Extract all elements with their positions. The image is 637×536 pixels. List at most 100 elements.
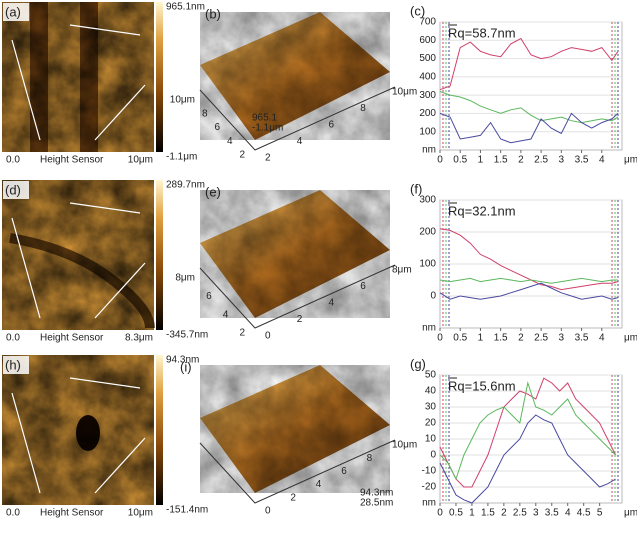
axis-3d-label: 2: [290, 492, 296, 503]
surface-texture: [200, 190, 390, 318]
axis-3d-label: 6: [341, 466, 347, 477]
image-caption: Height Sensor: [40, 508, 104, 519]
x-unit: μm: [624, 508, 637, 519]
x-tick-label: 2.5: [534, 333, 548, 344]
axis-3d: [199, 264, 396, 329]
panel-label: (g): [410, 356, 426, 371]
profile-line: [94, 84, 146, 141]
profile-line: [439, 91, 619, 124]
colorbar: [156, 180, 163, 330]
scale-label: 10μm: [128, 508, 153, 519]
profile-line: [94, 262, 146, 319]
y-unit: nm: [422, 145, 436, 156]
profile-line: [69, 202, 141, 214]
axis-3d-label: 8: [202, 108, 208, 119]
axis-3d-label: 4: [316, 479, 322, 490]
axis-3d-label: 4: [227, 136, 233, 147]
y-tick-label: 30: [425, 402, 437, 413]
x-tick-label: 3.5: [575, 333, 589, 344]
colorbar-min: -151.4nm: [166, 505, 208, 516]
axis-3d-label: 6: [214, 122, 220, 133]
axis-3d-label: 8: [367, 453, 373, 464]
axis-3d: [199, 86, 396, 151]
profile-line: [11, 217, 41, 319]
x-tick-label: 2: [518, 155, 524, 166]
x-tick-label: 2: [518, 333, 524, 344]
x-unit: μm: [624, 333, 637, 344]
panel-label: (f): [410, 181, 422, 196]
image-caption: Height Sensor: [40, 155, 104, 166]
x-tick-label: 0: [437, 155, 443, 166]
afm-texture: [2, 180, 154, 330]
x-tick-label: 2: [501, 508, 507, 519]
panel-label: (b): [205, 6, 221, 21]
x-tick-label: 3: [533, 508, 539, 519]
y-tick-label: 400: [419, 71, 436, 82]
panel-label: (e): [205, 184, 221, 199]
panel-label: (a): [5, 4, 21, 19]
x-tick-label: 0.5: [453, 333, 467, 344]
scale-label: 8.3μm: [125, 333, 153, 344]
rq-annotation: Rq=32.1nm: [448, 203, 516, 218]
origin-label: 0.0: [6, 155, 20, 166]
colorbar: [156, 2, 163, 152]
x-tick-label: 3: [559, 333, 565, 344]
profile-line: [69, 377, 141, 389]
scale-label: 10μm: [128, 155, 153, 166]
x-tick-label: 3: [559, 155, 565, 166]
label-bg: [3, 3, 29, 21]
profile-line: [69, 24, 141, 36]
x-tick-label: 1: [469, 508, 475, 519]
x-tick-label: 2.5: [513, 508, 527, 519]
y-tick-label: 600: [419, 35, 436, 46]
x-tick-label: 2.5: [534, 155, 548, 166]
axis-3d-label: 10μm: [392, 440, 417, 451]
x-tick-label: 1.5: [481, 508, 495, 519]
x-tick-label: 1: [478, 155, 484, 166]
y-tick-label: 10: [425, 434, 437, 445]
x-tick-label: 4.5: [577, 508, 591, 519]
x-tick-label: 4: [599, 155, 605, 166]
colorbar: [156, 355, 163, 505]
x-tick-label: 0: [437, 508, 443, 519]
y-tick-label: 700: [419, 17, 436, 28]
profile-line: [439, 37, 619, 91]
surface-texture: [200, 12, 390, 140]
y-tick-label: 40: [425, 386, 437, 397]
x-tick-label: 0.5: [449, 508, 463, 519]
axis-3d-label: 2: [239, 150, 245, 161]
axis-3d-label: 8: [360, 103, 366, 114]
z-label: 965.1: [252, 113, 277, 124]
x-tick-label: 5: [597, 508, 603, 519]
axis-3d-label: 0: [265, 506, 271, 517]
axis-3d-label: 8μm: [392, 265, 412, 276]
z-label: -1.1μm: [252, 123, 283, 134]
axis-3d: [199, 439, 396, 504]
y-tick-label: 300: [419, 90, 436, 101]
z-label: 94.3nm: [360, 488, 393, 499]
y-tick-label: 100: [419, 126, 436, 137]
afm-texture: [2, 2, 154, 152]
rq-annotation: Rq=15.6nm: [448, 378, 516, 393]
y-tick-label: 0: [430, 450, 436, 461]
y-tick-label: 20: [425, 418, 437, 429]
profile-line: [439, 381, 616, 481]
panel-label: (i): [180, 359, 192, 374]
axis-3d-label: 6: [206, 291, 212, 302]
x-tick-label: 4: [565, 508, 571, 519]
y-tick-label: 200: [419, 108, 436, 119]
y-tick-label: 100: [419, 259, 436, 270]
panel-label: (c): [410, 3, 425, 18]
profile-line: [94, 437, 146, 494]
profile-line: [439, 112, 619, 144]
axis-3d-label: 8μm: [175, 273, 195, 284]
x-tick-label: 0: [437, 333, 443, 344]
x-tick-label: 1.5: [494, 155, 508, 166]
y-tick-label: 200: [419, 227, 436, 238]
label-bg: [3, 181, 29, 199]
rq-annotation: Rq=58.7nm: [448, 25, 516, 40]
y-tick-label: 0: [430, 291, 436, 302]
label-bg: [3, 356, 29, 374]
profile-line: [11, 39, 41, 141]
